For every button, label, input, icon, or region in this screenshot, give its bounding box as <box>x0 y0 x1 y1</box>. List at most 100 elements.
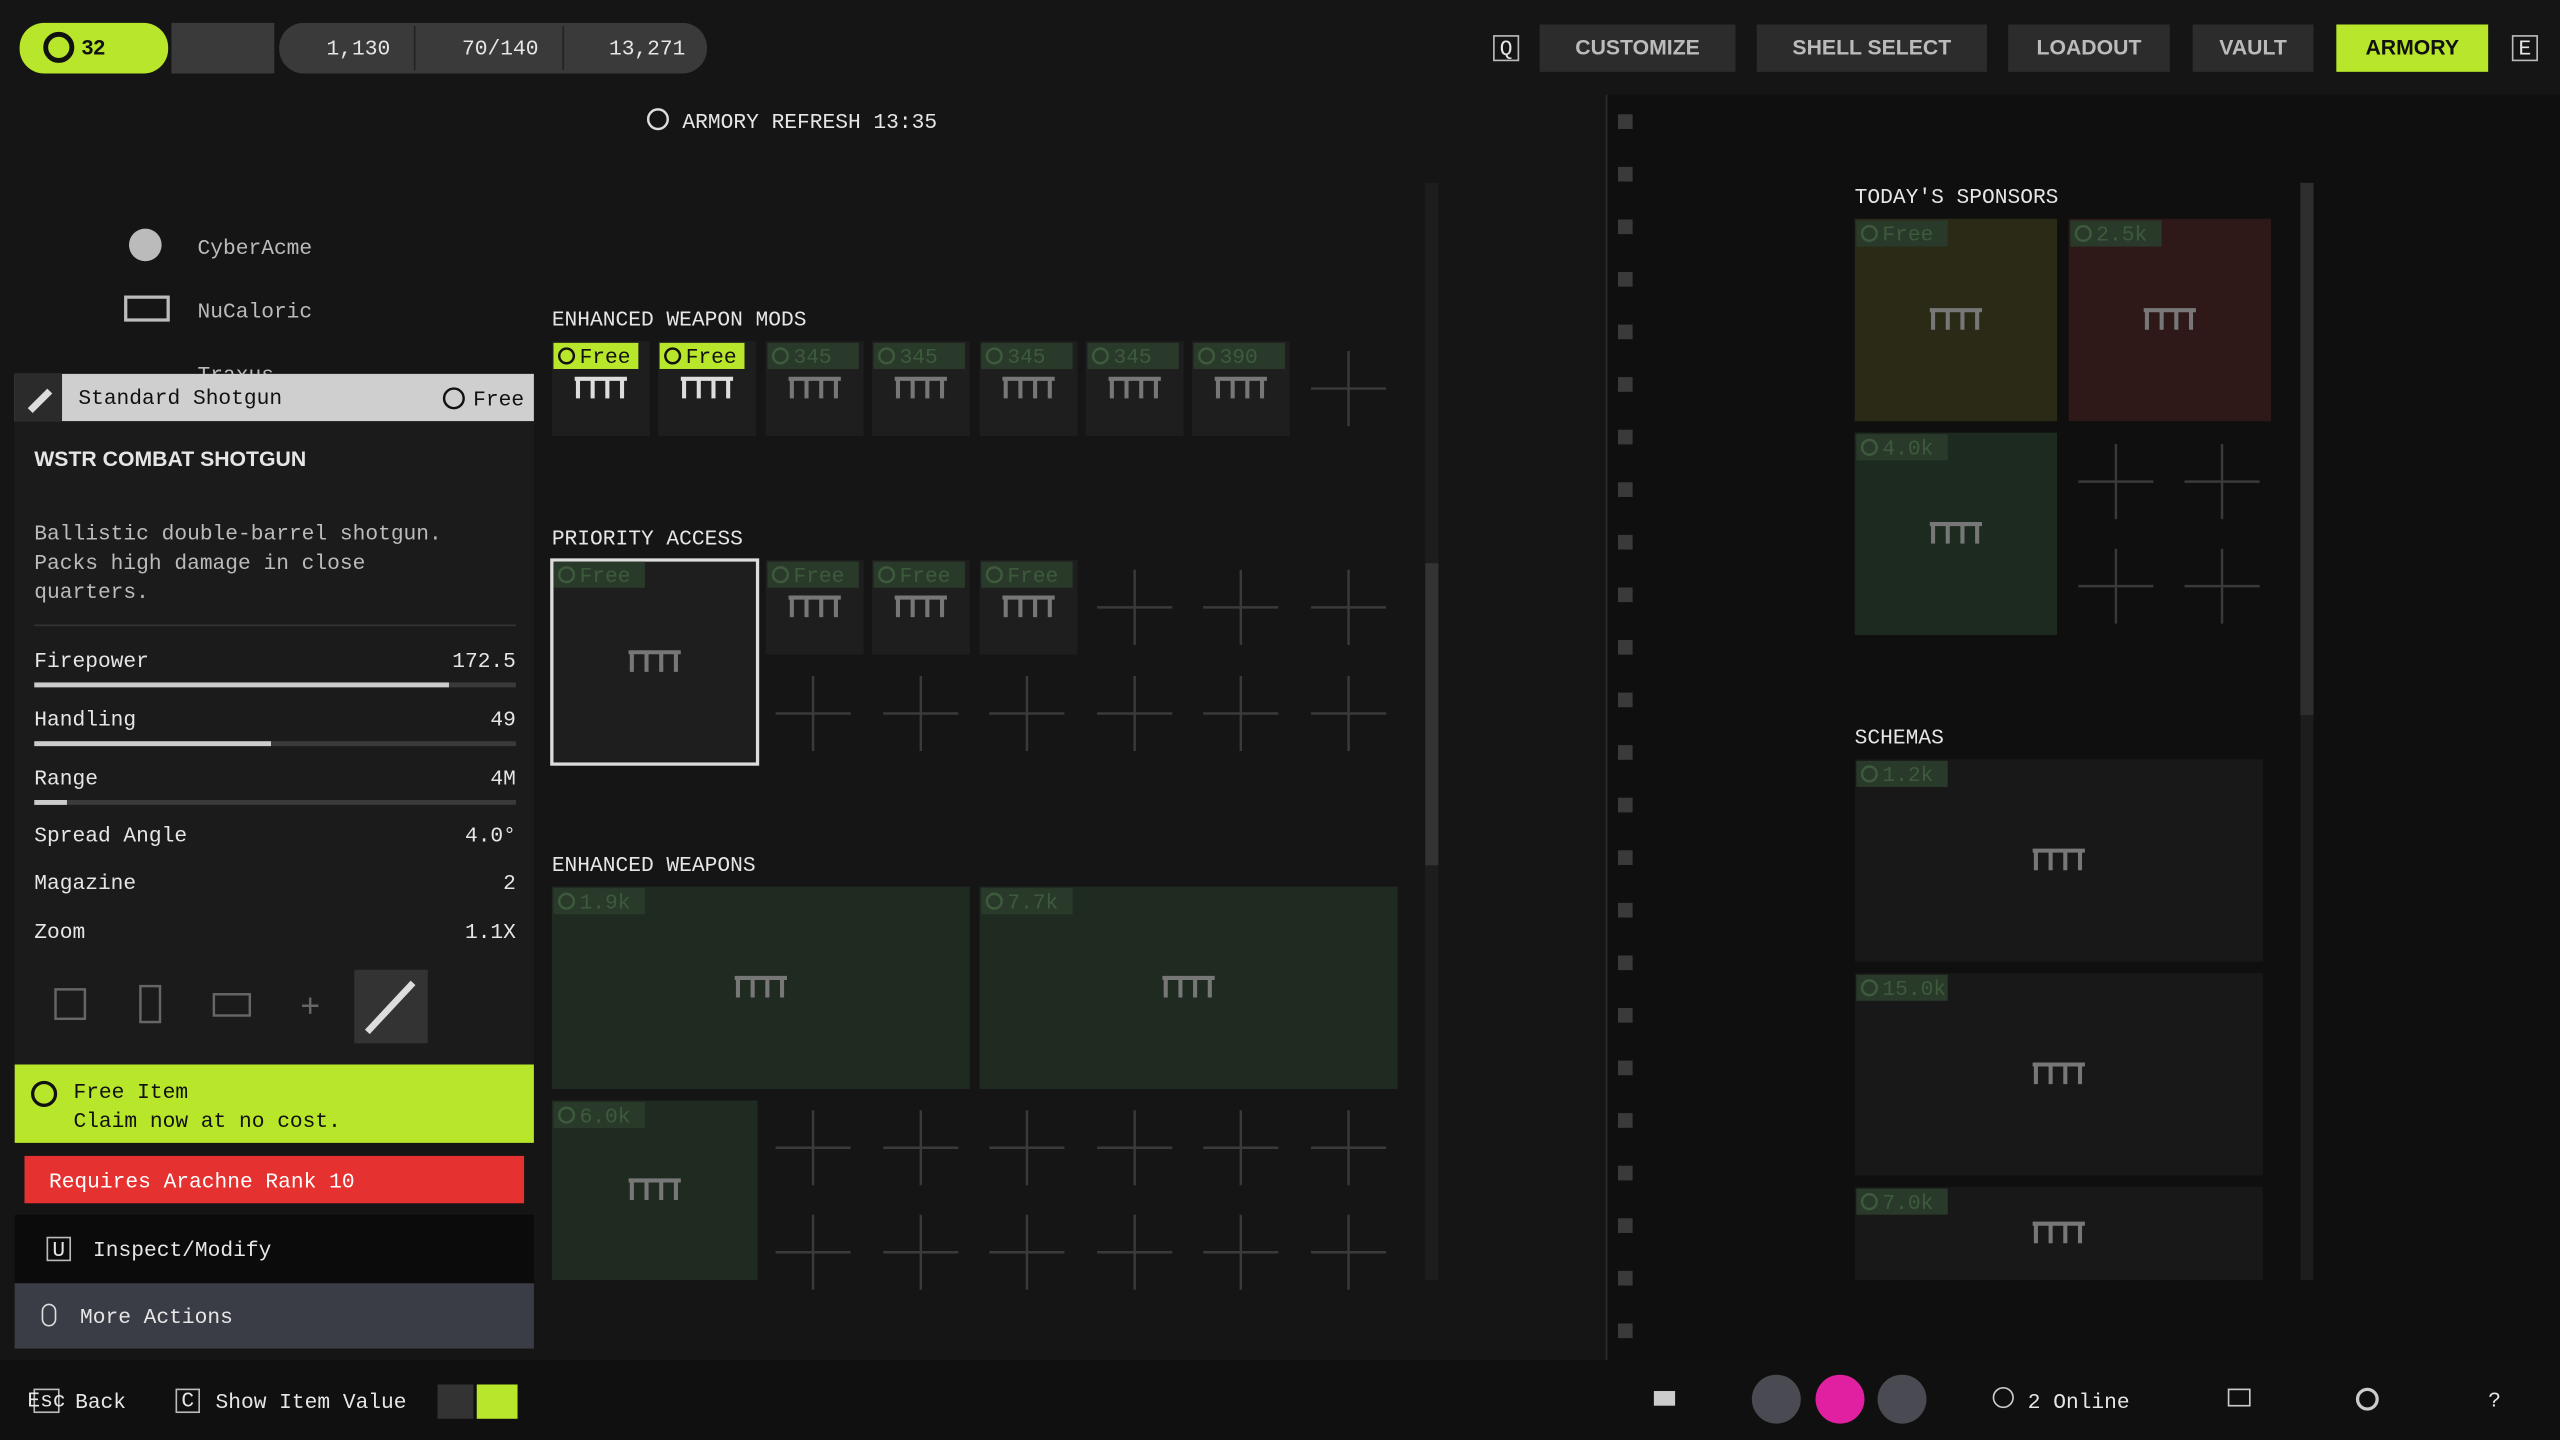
stat-value: 49 <box>490 709 515 733</box>
price-tag <box>767 561 859 588</box>
price-icon <box>557 347 576 365</box>
price: 345 <box>1113 346 1151 370</box>
shop-tile[interactable] <box>1854 432 2058 636</box>
toggle-off[interactable] <box>437 1384 474 1419</box>
price-icon <box>985 347 1003 365</box>
price-tag <box>553 342 639 369</box>
rail-icon <box>1617 1323 1633 1339</box>
stat-bar <box>34 800 67 805</box>
tab[interactable] <box>2008 24 2170 72</box>
rail-icon <box>1617 640 1633 655</box>
stat-value: 4.0° <box>465 825 516 849</box>
shop-tile[interactable] <box>2068 218 2272 422</box>
price-icon <box>985 892 1003 910</box>
offer-icon <box>31 1080 58 1107</box>
item-description: quarters. <box>34 581 149 605</box>
price-tag <box>553 1102 645 1129</box>
price-icon <box>771 347 789 365</box>
price: 390 <box>1220 346 1258 370</box>
empty-slot <box>1097 1214 1173 1290</box>
stat-label: Range <box>34 767 98 791</box>
rail-icon <box>1617 955 1633 971</box>
item-glyph <box>894 595 947 618</box>
show-value[interactable]: Show Item Value <box>216 1391 407 1415</box>
slot-icon[interactable] <box>54 988 87 1020</box>
item-category: Standard Shotgun <box>78 387 282 411</box>
item-description: Packs high damage in close <box>34 552 365 576</box>
rail-icon <box>1617 1113 1633 1128</box>
shop-tile[interactable] <box>1854 218 2058 422</box>
stat-value: 2 <box>503 872 516 896</box>
action[interactable] <box>14 1283 534 1349</box>
level-icon <box>43 31 75 63</box>
tab[interactable] <box>1756 24 1987 72</box>
price: 7.0k <box>1882 1192 1933 1216</box>
empty-slot <box>1203 1214 1279 1290</box>
empty-slot <box>1097 675 1173 752</box>
shop-tile[interactable] <box>1854 973 2263 1176</box>
price-icon <box>1197 347 1216 365</box>
empty-slot <box>775 675 851 752</box>
shop-tile[interactable] <box>551 886 970 1089</box>
mail-icon[interactable] <box>2227 1388 2251 1407</box>
party-slot[interactable] <box>1877 1374 1927 1424</box>
price-tag <box>1856 220 1948 247</box>
slot-icon[interactable] <box>302 997 319 1014</box>
faction[interactable]: NuCaloric <box>198 300 313 324</box>
item-glyph <box>2143 308 2196 330</box>
toggle-on[interactable] <box>476 1384 518 1419</box>
stat-value: 4M <box>490 767 515 791</box>
scroll-thumb[interactable] <box>1425 563 1439 866</box>
online[interactable]: 2 Online <box>2028 1391 2130 1415</box>
offer-box[interactable] <box>14 1064 534 1143</box>
price: Free <box>580 346 631 370</box>
shop-tile[interactable] <box>1854 759 2263 962</box>
settings-icon[interactable] <box>2355 1387 2379 1411</box>
item-glyph <box>1162 975 1215 998</box>
chat-icon[interactable] <box>1653 1391 1676 1406</box>
mouse-icon <box>41 1303 57 1327</box>
price-tag <box>873 561 965 588</box>
item-glyph <box>574 376 627 399</box>
key-label: U <box>52 1239 65 1263</box>
stat-value: 1.1X <box>465 921 516 945</box>
party-avatar[interactable] <box>1815 1374 1865 1424</box>
price-icon <box>1860 1193 1878 1211</box>
rail-icon <box>1617 429 1633 445</box>
section-title: SCHEMAS <box>1855 727 1944 751</box>
price: 1.9k <box>580 891 631 915</box>
currency: 70/140 <box>462 38 538 62</box>
tab[interactable] <box>2336 24 2489 72</box>
action[interactable] <box>14 1214 534 1284</box>
tab[interactable] <box>2192 24 2314 72</box>
price: 6.0k <box>580 1105 631 1129</box>
item-glyph <box>894 376 947 399</box>
faction[interactable]: CyberAcme <box>198 237 313 261</box>
price: Free <box>1882 224 1933 248</box>
key-hint <box>175 1388 200 1414</box>
tab[interactable] <box>1539 24 1736 72</box>
help[interactable]: ? <box>2488 1389 2501 1413</box>
price-tag <box>2070 220 2162 247</box>
empty-slot <box>883 1214 959 1290</box>
item-glyph <box>788 595 841 618</box>
rail-icon <box>1617 324 1633 340</box>
key-label: Esc <box>27 1389 65 1413</box>
shop-tile[interactable] <box>550 558 760 766</box>
shop-tile[interactable] <box>979 886 1398 1089</box>
key-hint <box>46 1236 72 1262</box>
scroll-thumb[interactable] <box>2300 182 2314 716</box>
party-slot[interactable] <box>1751 1374 1801 1424</box>
shop-tile[interactable] <box>551 1100 758 1280</box>
tab-label: SHELL SELECT <box>1792 37 1951 60</box>
slot-icon[interactable] <box>139 984 162 1024</box>
requirement-text: Requires Arachne Rank 10 <box>49 1171 355 1195</box>
empty-slot <box>883 675 959 752</box>
slot-icon[interactable] <box>212 993 252 1017</box>
requirement <box>24 1155 525 1204</box>
back[interactable]: Back <box>75 1391 126 1415</box>
price-tag <box>981 561 1073 588</box>
stat-label: Handling <box>34 709 136 733</box>
price: 345 <box>793 346 831 370</box>
rail-icon <box>1617 692 1633 708</box>
